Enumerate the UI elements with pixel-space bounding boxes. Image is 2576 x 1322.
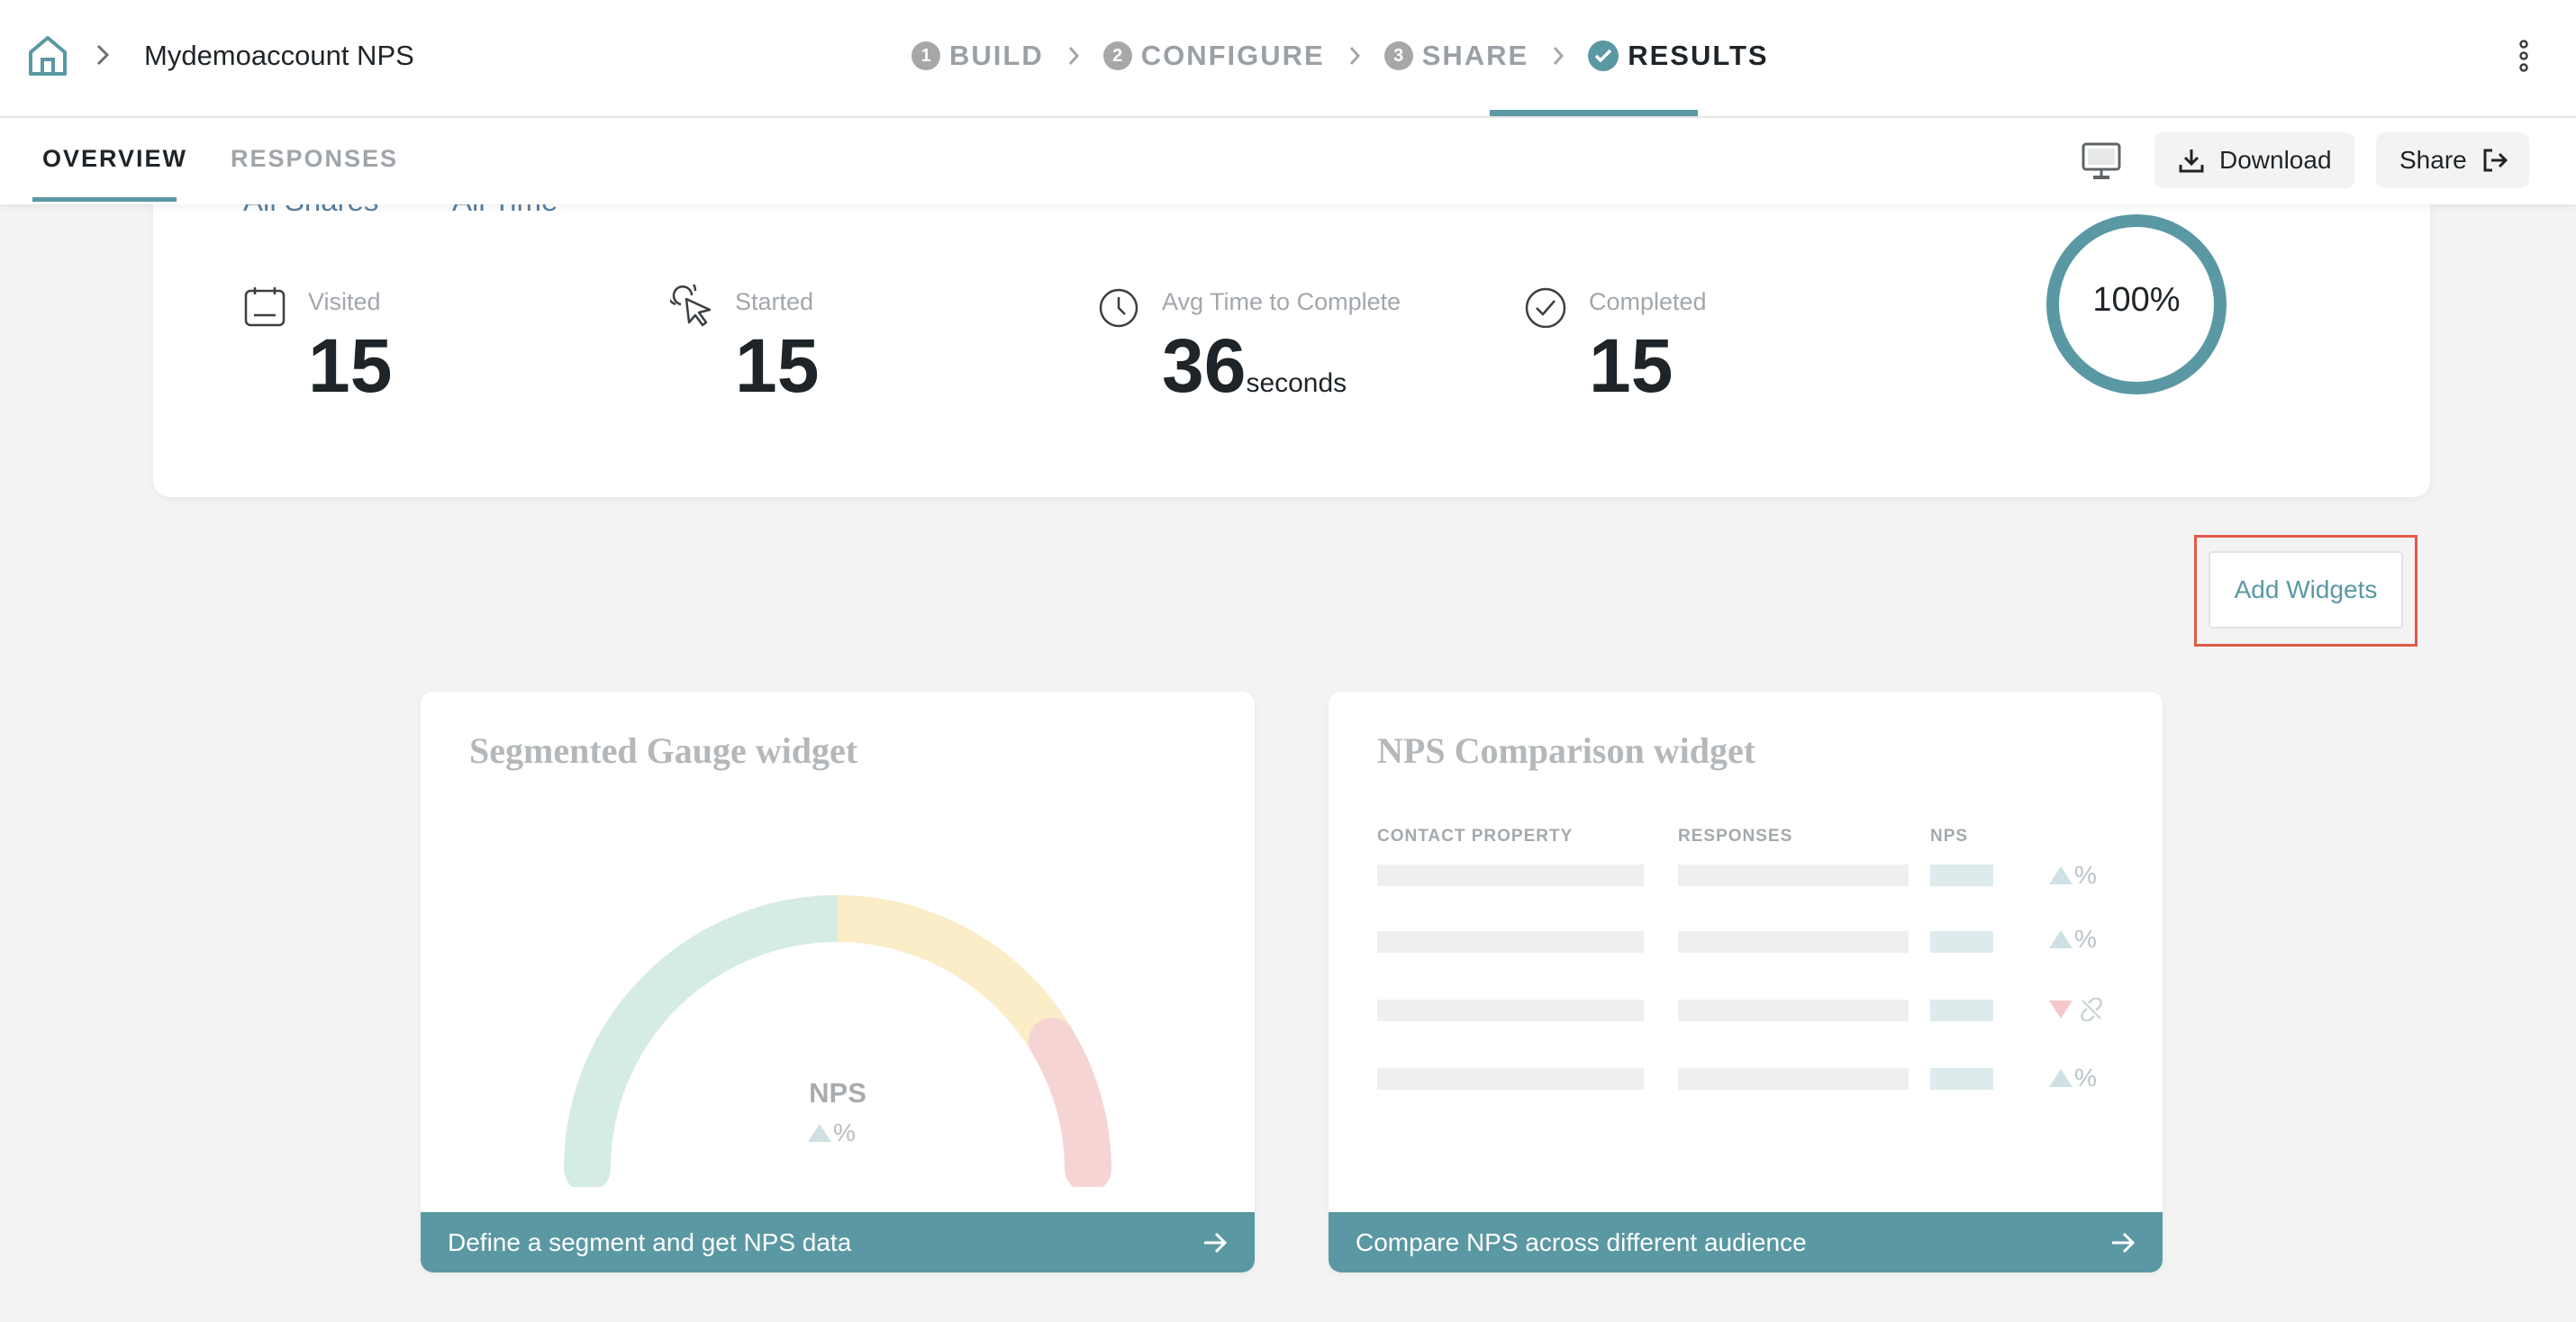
step-configure[interactable]: 2 CONFIGURE [1102,40,1325,72]
triangle-down-icon [2049,1001,2073,1019]
share-button[interactable]: Share [2376,132,2529,188]
column-responses: RESPONSES [1678,827,1793,846]
chevron-right-icon [1068,47,1079,65]
project-title: Mydemoaccount NPS [144,40,414,71]
avg-time-unit: seconds [1246,368,1347,398]
avg-time-number: 36 [1162,323,1247,408]
gauge-segment-detractor [564,895,861,1187]
download-button[interactable]: Download [2154,132,2354,188]
wizard-steps: 1 BUILD 2 CONFIGURE 3 SHARE RESULTS [912,34,1769,77]
check-circle-icon [1588,41,1619,71]
triangle-up-icon [2049,1069,2073,1087]
widget-title: Segmented Gauge widget [469,730,858,771]
more-options-icon[interactable] [2518,40,2529,72]
step-number: 1 [912,41,940,70]
placeholder-bar [1377,931,1644,953]
chevron-right-icon [1554,47,1565,65]
stat-label: Visited [308,288,381,315]
gauge-widget-footer[interactable]: Define a segment and get NPS data [421,1212,1255,1272]
completion-ring [2046,214,2227,394]
gauge-chart [564,895,1111,1187]
step-share[interactable]: 3 SHARE [1383,40,1529,72]
delta-unit: % [833,1118,856,1146]
summary-stats-card: All Shares All Time Visited 15 Started 1… [153,171,2430,497]
trend-unit: % [2074,861,2097,889]
trend-up: % [2047,861,2119,889]
segmented-gauge-widget[interactable]: Segmented Gauge widget NPS % Define a se… [421,692,1255,1272]
tab-overview[interactable]: OVERVIEW [42,145,188,172]
stat-label: Completed [1589,288,1707,315]
step-number: 3 [1383,41,1413,70]
stat-value: 15 [1589,323,1673,408]
placeholder-bar [1377,1000,1644,1021]
trend-unit: % [2074,925,2097,953]
stat-value: 36seconds [1162,321,1347,429]
trend-unit: % [2074,1064,2097,1091]
calendar-icon [244,287,286,327]
cursor-click-icon [670,285,712,327]
active-tab-indicator [32,197,177,202]
triangle-up-icon [2049,866,2073,884]
column-contact-property: CONTACT PROPERTY [1377,827,1574,846]
placeholder-bar [1678,1068,1909,1090]
results-subnav: OVERVIEW RESPONSES Download Share [0,118,2576,204]
nps-delta: % [806,1118,856,1147]
trend-down [2047,996,2119,1023]
footer-text: Define a segment and get NPS data [448,1227,852,1256]
nps-label: NPS [809,1077,866,1109]
monitor-icon[interactable] [2081,141,2122,181]
placeholder-bar [1930,931,1993,953]
gauge-segment-promoter [1029,1018,1111,1187]
share-label: Share [2399,146,2467,174]
triangle-up-icon [808,1124,831,1142]
arrow-right-icon [2112,1232,2136,1254]
stat-value: 15 [308,323,393,408]
step-label: RESULTS [1628,40,1769,71]
placeholder-bar [1377,865,1644,886]
download-icon [2179,149,2204,173]
step-number: 2 [1102,41,1132,70]
placeholder-bar [1678,931,1909,953]
widget-title: NPS Comparison widget [1377,730,1756,771]
placeholder-bar [1678,865,1909,886]
placeholder-bar [1377,1068,1644,1090]
stat-label: Avg Time to Complete [1162,288,1401,315]
share-exit-icon [2483,149,2508,172]
trend-up: % [2047,1064,2119,1091]
step-label: CONFIGURE [1140,40,1325,71]
triangle-up-icon [2049,930,2073,948]
chevron-right-icon [96,44,110,66]
add-widgets-button[interactable]: Add Widgets [2209,551,2403,629]
completion-rate: 100% [2092,281,2181,319]
step-build[interactable]: 1 BUILD [912,40,1044,72]
clock-icon [1099,288,1138,328]
footer-text: Compare NPS across different audience [1356,1227,1807,1256]
step-label: SHARE [1421,40,1529,71]
top-header: Mydemoaccount NPS 1 BUILD 2 CONFIGURE 3 … [0,0,2576,118]
download-label: Download [2219,146,2332,174]
broken-link-icon [2081,998,2102,1021]
check-circle-icon [1525,287,1566,328]
stat-label: Started [735,288,814,315]
arrow-right-icon [1204,1232,1228,1254]
tab-responses[interactable]: RESPONSES [231,145,399,172]
stat-value: 15 [735,323,820,408]
trend-up: % [2047,925,2119,953]
step-label: BUILD [949,40,1044,71]
column-nps: NPS [1930,827,1969,846]
placeholder-bar [1930,1000,1993,1021]
active-step-indicator [1490,110,1698,116]
chevron-right-icon [1349,47,1360,65]
step-results[interactable]: RESULTS [1588,40,1768,72]
nps-comparison-widget[interactable]: NPS Comparison widget CONTACT PROPERTY R… [1329,692,2163,1272]
home-icon[interactable] [27,34,68,77]
comparison-widget-footer[interactable]: Compare NPS across different audience [1329,1212,2163,1272]
highlight-box [2194,535,2417,647]
gauge-segment-passive [837,895,1073,1054]
placeholder-bar [1930,865,1993,886]
placeholder-bar [1678,1000,1909,1021]
placeholder-bar [1930,1068,1993,1090]
